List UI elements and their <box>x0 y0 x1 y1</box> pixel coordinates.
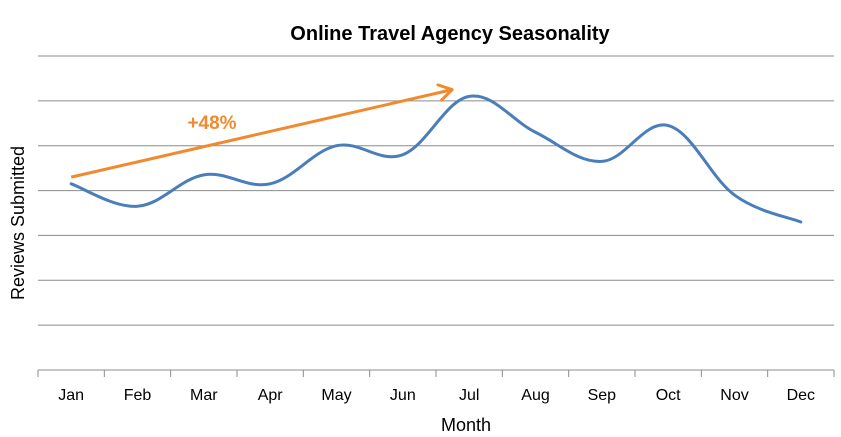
data-point-nov <box>733 193 736 197</box>
series-layer <box>69 94 803 224</box>
data-point-jul <box>467 95 471 98</box>
trend-annotation-label: +48% <box>187 113 236 134</box>
x-tick-label-feb: Feb <box>124 387 152 404</box>
x-tick-labels: Jan Feb Mar Apr May Jun Jul Aug Sep Oct Nov Dec <box>58 387 815 404</box>
x-tick-label-apr: Apr <box>258 387 284 404</box>
data-point-dec <box>799 220 803 224</box>
annotation-layer: +48% <box>70 83 454 179</box>
data-point-may <box>335 144 338 147</box>
data-point-feb <box>136 205 139 208</box>
trend-arrow-head <box>436 83 454 102</box>
data-point-oct <box>666 124 670 127</box>
data-point-mar <box>202 173 206 177</box>
x-ticks <box>37 370 835 377</box>
x-tick-label-jun: Jun <box>390 387 416 404</box>
x-tick-label-nov: Nov <box>720 387 748 404</box>
x-tick-label-may: May <box>321 387 351 404</box>
chart-title: Online Travel Agency Seasonality <box>290 23 610 45</box>
data-point-sep <box>600 160 604 163</box>
data-point-jan <box>69 182 73 186</box>
trend-arrow-line <box>70 88 453 179</box>
y-axis-label: Reviews Submitted <box>8 146 28 300</box>
x-tick-label-dec: Dec <box>787 387 815 404</box>
x-tick-label-oct: Oct <box>656 387 681 404</box>
x-tick-label-mar: Mar <box>190 387 218 404</box>
grid-lines <box>38 55 834 326</box>
data-point-jun <box>401 153 405 156</box>
x-axis-label: Month <box>441 415 491 435</box>
data-point-apr <box>268 182 272 186</box>
x-tick-label-jan: Jan <box>58 387 84 404</box>
x-tick-label-aug: Aug <box>521 387 549 404</box>
x-tick-label-sep: Sep <box>588 387 617 404</box>
data-point-aug <box>534 131 537 134</box>
series-line-1 <box>69 94 803 224</box>
x-tick-label-jul: Jul <box>459 387 479 404</box>
